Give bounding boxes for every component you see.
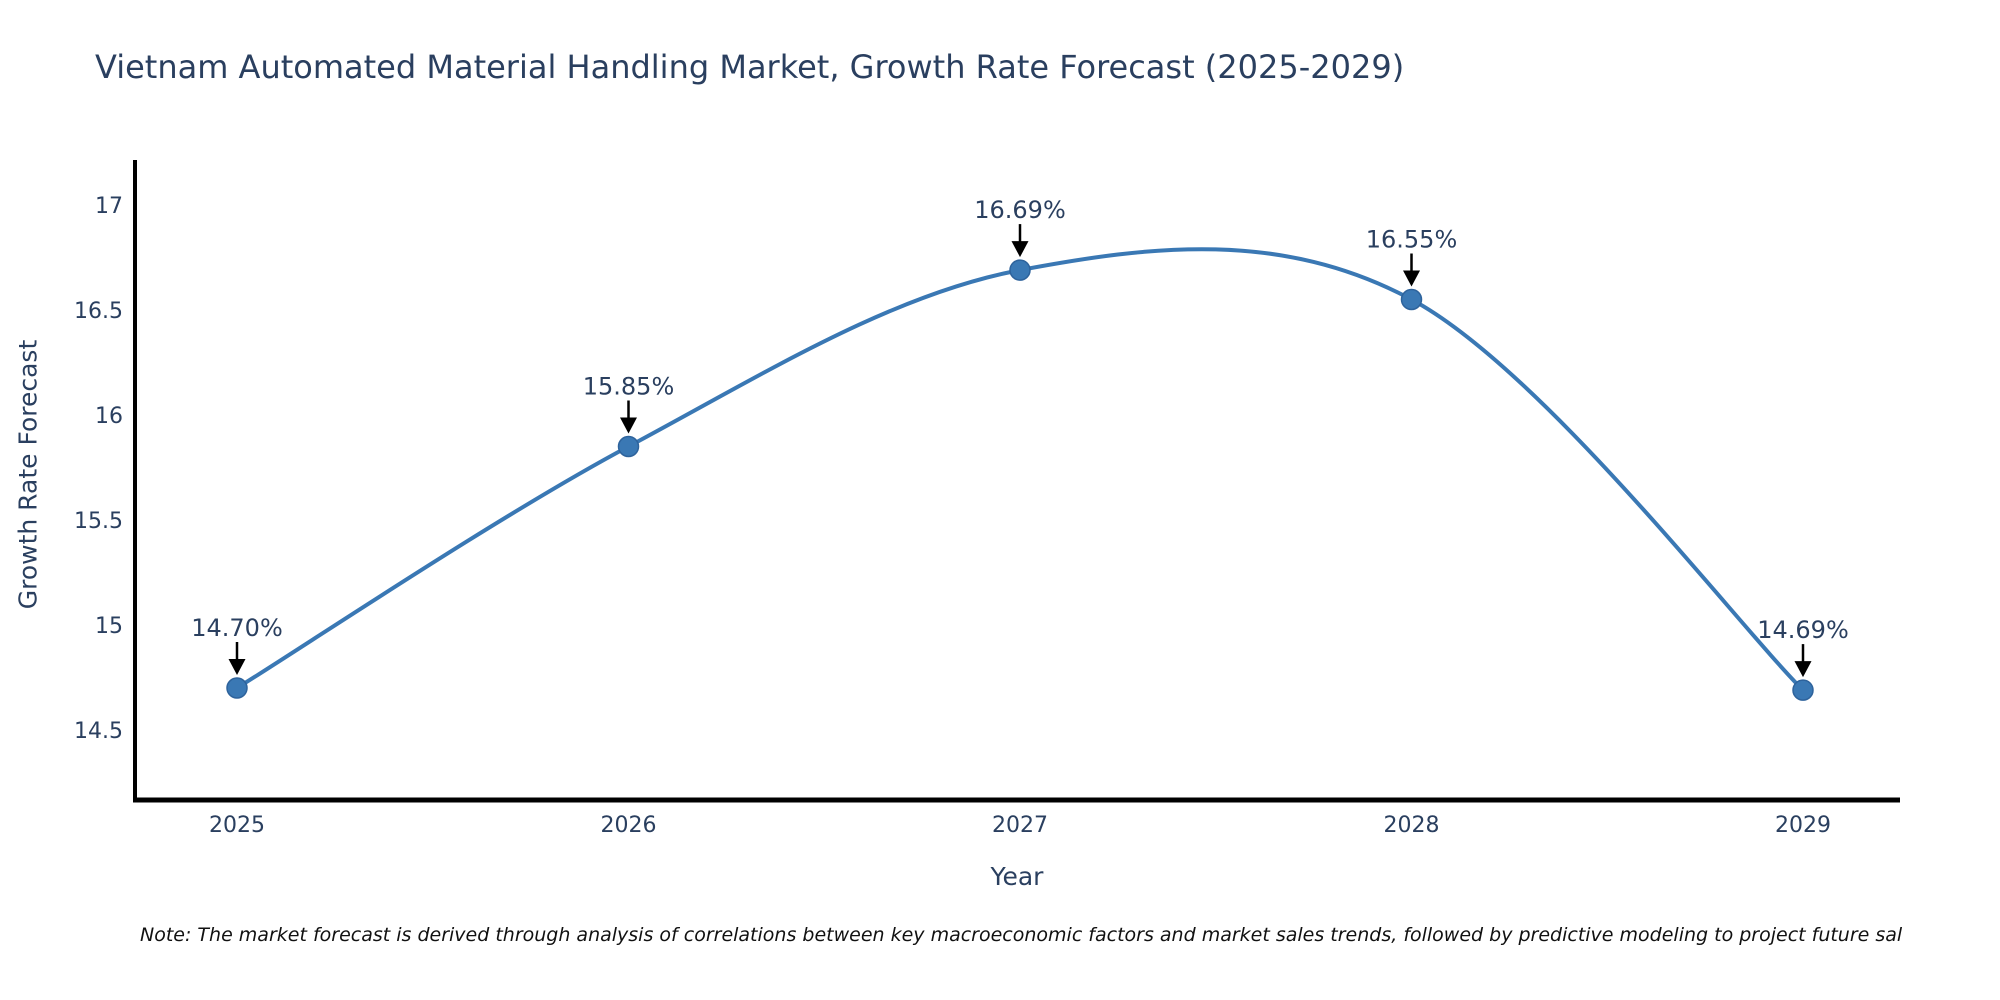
- x-tick-label: 2029: [1775, 813, 1831, 838]
- series-line: [235, 247, 1805, 693]
- y-tick-label: 15.5: [74, 509, 123, 534]
- x-tick-label: 2025: [209, 813, 265, 838]
- data-point-marker: [1792, 679, 1814, 701]
- annotation-label: 14.69%: [1757, 616, 1849, 644]
- y-tick-label: 15: [95, 614, 123, 639]
- annotation-label: 16.69%: [974, 196, 1066, 224]
- data-point-marker: [226, 677, 248, 699]
- footnote: Note: The market forecast is derived thr…: [140, 924, 1903, 946]
- x-tick-label: 2026: [601, 813, 657, 838]
- annotation-arrowhead: [1794, 661, 1812, 678]
- annotation-label: 15.85%: [583, 373, 675, 401]
- x-axis-title: Year: [990, 862, 1044, 891]
- x-tick-label: 2027: [992, 813, 1048, 838]
- y-tick-label: 17: [95, 194, 123, 219]
- annotation-arrowhead: [1011, 241, 1029, 258]
- annotation-arrowhead: [1403, 270, 1420, 287]
- y-tick-label: 14.5: [74, 719, 123, 744]
- annotation-label: 14.70%: [191, 614, 283, 642]
- y-tick-label: 16.5: [74, 299, 123, 324]
- data-point-marker: [1009, 259, 1031, 281]
- annotation-arrowhead: [620, 417, 637, 434]
- y-axis-title: Growth Rate Forecast: [13, 339, 43, 610]
- data-point-marker: [1400, 288, 1423, 311]
- data-point-marker: [617, 435, 640, 458]
- x-tick-label: 2028: [1384, 813, 1440, 838]
- annotation-arrowhead: [228, 659, 246, 675]
- y-tick-label: 16: [95, 404, 123, 429]
- annotation-label: 16.55%: [1366, 226, 1458, 254]
- chart-title: Vietnam Automated Material Handling Mark…: [95, 48, 1405, 86]
